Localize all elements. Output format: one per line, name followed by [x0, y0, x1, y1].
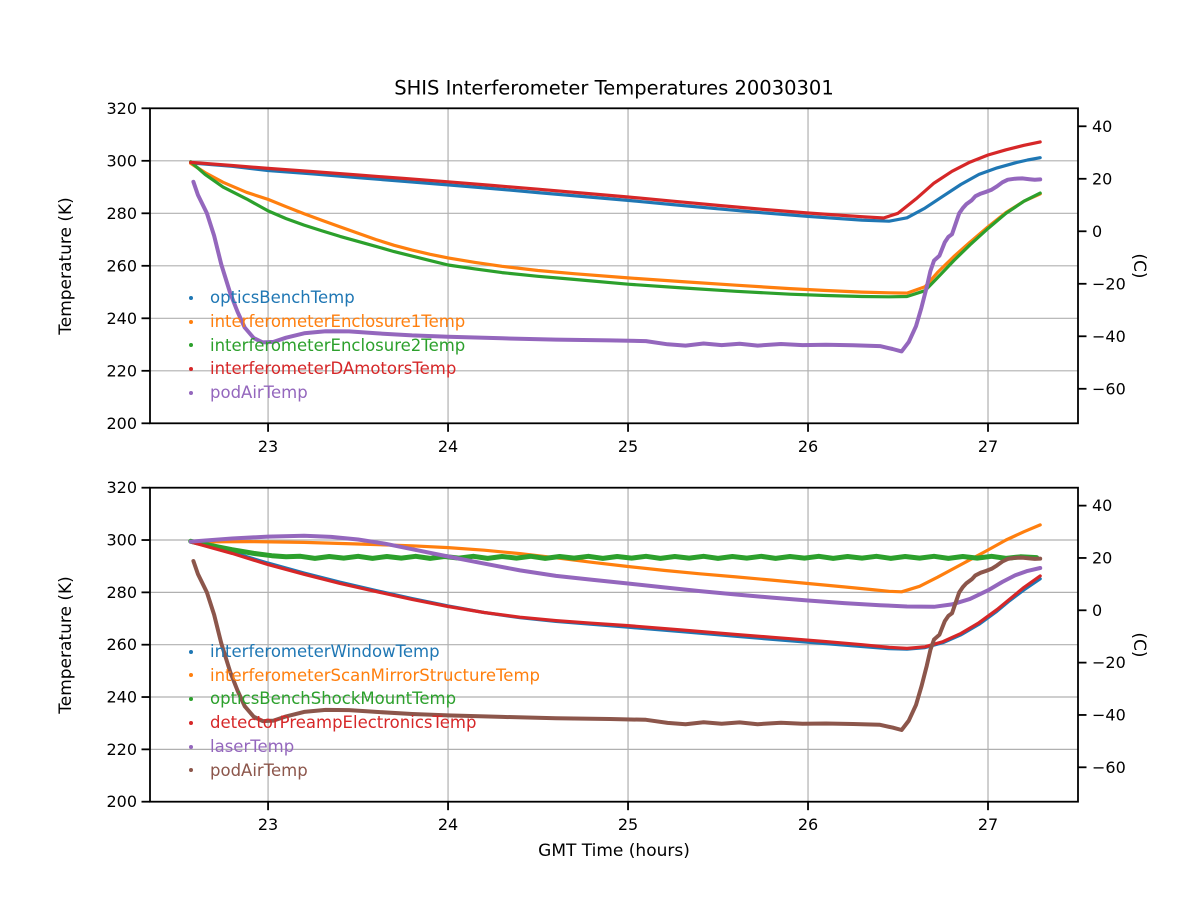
legend-label: podAirTemp [210, 760, 308, 780]
ytick-label: 320 [106, 99, 137, 118]
legend-marker-dot [189, 720, 193, 725]
series-detectorPreampElectronicsTemp [189, 540, 1042, 651]
right-ytick-label: 0 [1092, 222, 1102, 241]
ytick-label: 320 [106, 478, 137, 497]
xtick-label: 26 [798, 815, 818, 834]
series-podAirTemp [191, 555, 1043, 732]
right-axis-label-bottom: (C) [1129, 632, 1149, 658]
legend-item-detectorPreampElectronicsTemp: detectorPreampElectronicsTemp [182, 711, 540, 735]
xtick-label: 24 [438, 815, 458, 834]
legend-marker-dot [189, 367, 193, 372]
right-ytick-label: 0 [1092, 601, 1102, 620]
legend-item-opticsBenchTemp: opticsBenchTemp [182, 286, 465, 310]
legend-item-interferometerDAmotorsTemp: interferometerDAmotorsTemp [182, 357, 465, 381]
legend-marker-dot [189, 768, 193, 773]
ytick-label: 200 [106, 792, 137, 811]
xtick-label: 23 [258, 437, 278, 456]
x-axis-label: GMT Time (hours) [538, 841, 690, 861]
right-ytick-label: 40 [1092, 496, 1112, 515]
ytick-label: 220 [106, 361, 137, 380]
legend-item-laserTemp: laserTemp [182, 735, 540, 759]
right-ytick-label: −40 [1092, 327, 1126, 346]
legend-item-interferometerEnclosure1Temp: interferometerEnclosure1Temp [182, 310, 465, 334]
ytick-label: 300 [106, 151, 137, 170]
right-axis-label-top: (C) [1129, 253, 1149, 279]
xtick-label: 23 [258, 815, 278, 834]
ytick-label: 220 [106, 740, 137, 759]
series-interferometerEnclosure1Temp [189, 161, 1042, 295]
ytick-label: 200 [106, 414, 137, 433]
y-axis-label-top: Temperature (K) [56, 197, 76, 335]
legend-item-interferometerWindowTemp: interferometerWindowTemp [182, 640, 540, 664]
legend-label: interferometerDAmotorsTemp [210, 359, 457, 379]
legend-marker-dot [189, 649, 193, 654]
xtick-label: 24 [438, 437, 458, 456]
legend-label: interferometerWindowTemp [210, 641, 440, 661]
legend-item-opticsBenchShockMountTemp: opticsBenchShockMountTemp [182, 687, 540, 711]
legend-marker-dot [189, 697, 193, 702]
legend-label: opticsBenchTemp [210, 288, 355, 307]
legend-label: podAirTemp [210, 383, 308, 402]
ytick-label: 260 [106, 256, 137, 275]
legend-bottom: interferometerWindowTemp interferometerSc… [182, 640, 540, 783]
legend-top: opticsBenchTemp interferometerEnclosure1T… [182, 286, 465, 405]
right-ytick-label: −20 [1092, 653, 1126, 672]
right-ytick-label: −60 [1092, 379, 1126, 398]
xtick-label: 27 [978, 815, 998, 834]
legend-marker-dot [189, 319, 193, 324]
ytick-label: 260 [106, 635, 137, 654]
right-ytick-label: −20 [1092, 274, 1126, 293]
series-interferometerDAmotorsTemp [189, 140, 1042, 220]
right-ytick-label: −60 [1092, 758, 1126, 777]
legend-label: laserTemp [210, 736, 295, 756]
series-interferometerEnclosure2Temp [189, 160, 1042, 299]
legend-label: interferometerEnclosure2Temp [210, 335, 466, 355]
series-opticsBenchTemp [189, 156, 1042, 223]
legend-label: detectorPreampElectronicsTemp [210, 713, 477, 733]
legend-item-interferometerScanMirrorStructureTemp: interferometerScanMirrorStructureTemp [182, 664, 540, 688]
xtick-label: 26 [798, 437, 818, 456]
legend-label: opticsBenchShockMountTemp [210, 689, 457, 709]
right-ytick-label: −40 [1092, 705, 1126, 724]
legend-marker-dot [189, 295, 193, 300]
right-ytick-label: 40 [1092, 117, 1112, 136]
xtick-label: 25 [618, 815, 638, 834]
ytick-label: 240 [106, 688, 137, 707]
xtick-label: 25 [618, 437, 638, 456]
legend-item-podAirTemp: podAirTemp [182, 381, 465, 405]
legend-marker-dot [189, 343, 193, 348]
legend-item-interferometerEnclosure2Temp: interferometerEnclosure2Temp [182, 334, 465, 358]
ytick-label: 300 [106, 531, 137, 550]
legend-marker-dot [189, 673, 193, 678]
series-laserTemp [188, 533, 1043, 609]
legend-item-podAirTemp: podAirTemp [182, 759, 540, 783]
right-ytick-label: 20 [1092, 169, 1112, 188]
ytick-label: 280 [106, 583, 137, 602]
ytick-label: 280 [106, 204, 137, 223]
xtick-label: 27 [978, 437, 998, 456]
chart-title: SHIS Interferometer Temperatures 2003030… [394, 76, 834, 100]
series-podAirTemp [191, 176, 1043, 354]
legend-marker-dot [189, 390, 193, 395]
legend-label: interferometerScanMirrorStructureTemp [210, 665, 541, 685]
ytick-label: 240 [106, 309, 137, 328]
legend-label: interferometerEnclosure1Temp [210, 311, 466, 331]
y-axis-label-bottom: Temperature (K) [56, 575, 76, 714]
right-ytick-label: 20 [1092, 548, 1112, 567]
series-interferometerScanMirrorStructureTemp [189, 523, 1042, 594]
series-opticsBenchShockMountTemp [188, 538, 1040, 561]
legend-marker-dot [189, 744, 193, 749]
